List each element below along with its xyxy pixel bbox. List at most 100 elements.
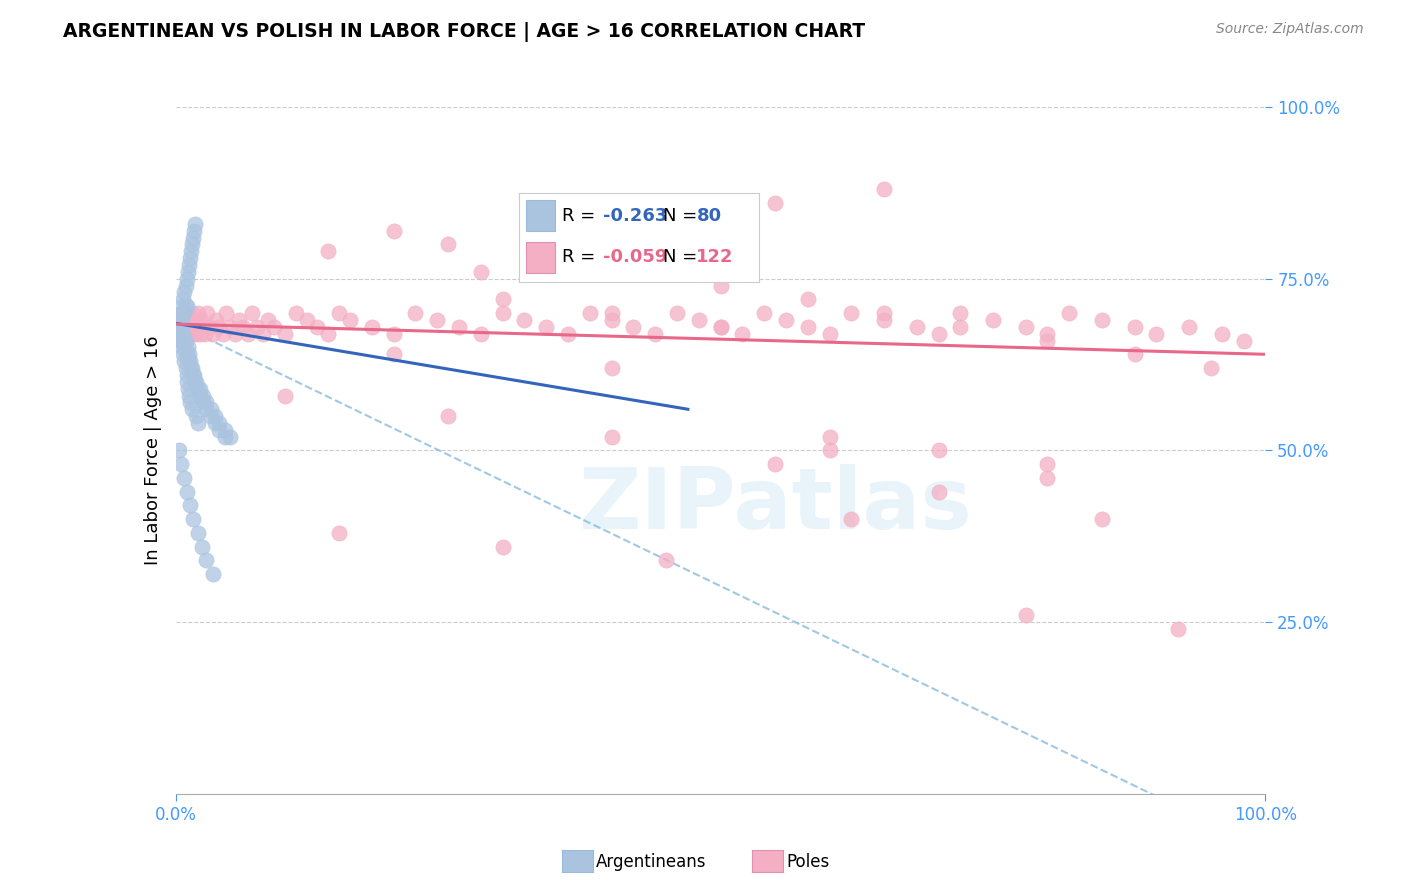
Point — [763, 457, 786, 471]
Point — [179, 499, 201, 513]
Point — [219, 319, 242, 334]
Point — [204, 416, 226, 430]
Point — [1036, 471, 1059, 485]
Point — [219, 430, 242, 444]
Point — [644, 326, 666, 341]
Point — [186, 409, 208, 423]
Point — [318, 326, 340, 341]
Point — [546, 224, 568, 238]
Point — [841, 306, 863, 320]
Point — [208, 416, 231, 430]
Point — [167, 319, 190, 334]
Point — [177, 347, 200, 361]
Point — [928, 326, 950, 341]
Point — [328, 525, 350, 540]
Point — [470, 265, 492, 279]
Point — [426, 313, 449, 327]
Point — [382, 347, 405, 361]
Point — [1091, 512, 1114, 526]
Point — [172, 340, 194, 354]
Point — [1091, 313, 1114, 327]
Point — [169, 326, 191, 341]
Point — [170, 334, 193, 348]
Point — [1167, 622, 1189, 636]
Point — [1178, 319, 1201, 334]
Point — [208, 423, 231, 437]
Point — [177, 258, 200, 272]
Point — [710, 319, 733, 334]
Point — [184, 375, 207, 389]
Point — [172, 319, 194, 334]
Point — [307, 319, 329, 334]
Point — [382, 224, 405, 238]
Point — [177, 265, 200, 279]
Point — [187, 319, 209, 334]
Point — [170, 313, 193, 327]
Point — [181, 230, 204, 244]
Point — [1232, 334, 1256, 348]
Point — [214, 430, 236, 444]
Point — [600, 430, 623, 444]
Point — [201, 326, 224, 341]
Point — [186, 326, 208, 341]
Point — [172, 326, 194, 341]
Point — [1057, 306, 1080, 320]
Point — [195, 395, 218, 409]
Point — [1015, 319, 1038, 334]
Point — [172, 306, 194, 320]
Point — [949, 319, 972, 334]
Point — [177, 326, 200, 341]
Point — [188, 326, 211, 341]
Point — [513, 313, 536, 327]
Point — [252, 326, 274, 341]
Point — [274, 388, 297, 402]
Point — [1123, 347, 1146, 361]
Point — [873, 306, 896, 320]
Point — [246, 319, 269, 334]
Point — [174, 361, 197, 376]
Point — [437, 237, 460, 252]
Point — [167, 319, 190, 334]
Point — [621, 319, 644, 334]
Point — [339, 313, 361, 327]
Point — [191, 395, 214, 409]
Point — [214, 423, 236, 437]
Point — [188, 382, 211, 396]
Point — [173, 471, 195, 485]
Point — [173, 340, 195, 354]
Text: Source: ZipAtlas.com: Source: ZipAtlas.com — [1216, 22, 1364, 37]
Point — [263, 319, 285, 334]
Point — [257, 313, 280, 327]
Point — [1123, 319, 1146, 334]
Point — [224, 326, 246, 341]
Point — [167, 319, 190, 334]
Point — [179, 251, 201, 265]
Point — [579, 306, 602, 320]
Text: Poles: Poles — [786, 853, 830, 871]
Point — [284, 306, 307, 320]
Point — [710, 278, 733, 293]
Point — [181, 237, 204, 252]
Point — [179, 354, 201, 368]
Point — [186, 306, 209, 320]
Point — [174, 299, 197, 313]
Point — [600, 306, 623, 320]
Point — [179, 313, 201, 327]
Point — [181, 306, 204, 320]
Text: ARGENTINEAN VS POLISH IN LABOR FORCE | AGE > 16 CORRELATION CHART: ARGENTINEAN VS POLISH IN LABOR FORCE | A… — [63, 22, 866, 42]
Point — [172, 299, 194, 313]
Point — [208, 319, 231, 334]
Point — [731, 326, 754, 341]
Point — [204, 409, 226, 423]
Point — [180, 244, 202, 259]
Point — [190, 313, 212, 327]
Point — [905, 319, 928, 334]
Point — [172, 347, 194, 361]
Point — [600, 361, 623, 376]
Point — [818, 443, 841, 458]
Point — [232, 319, 254, 334]
Point — [183, 224, 205, 238]
Point — [181, 402, 204, 417]
Point — [775, 313, 797, 327]
Point — [176, 299, 198, 313]
